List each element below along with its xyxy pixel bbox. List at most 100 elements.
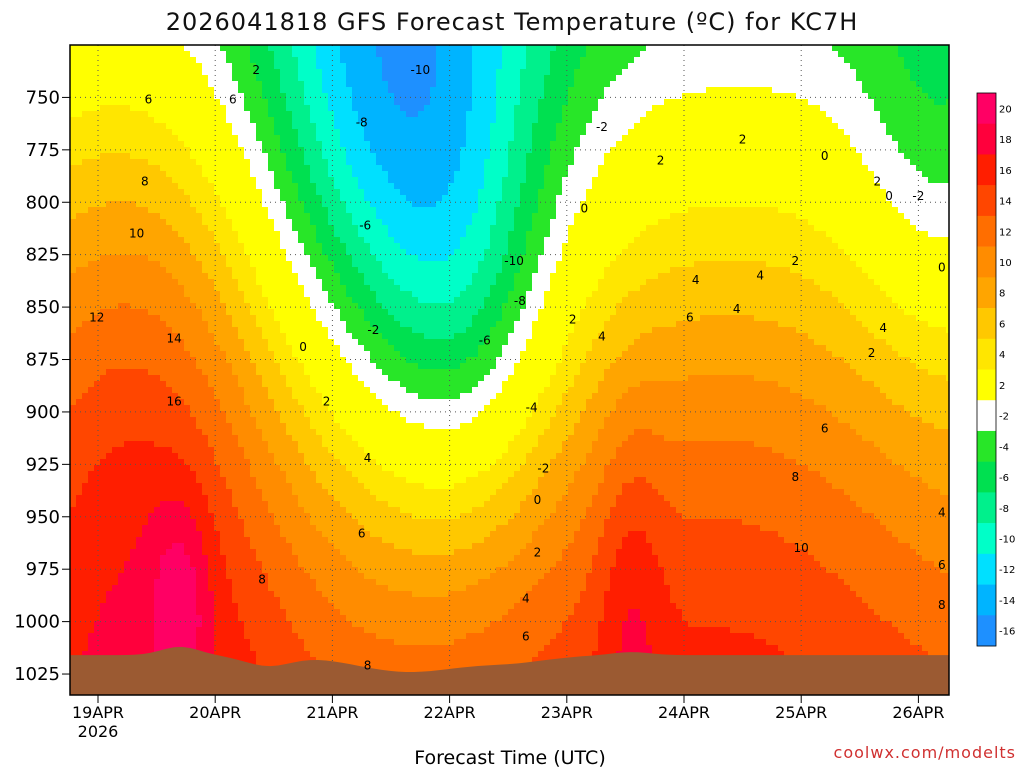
temperature-cell <box>142 309 149 316</box>
temperature-cell <box>100 171 107 178</box>
temperature-cell <box>328 249 335 256</box>
temperature-cell <box>304 423 311 430</box>
temperature-cell <box>184 135 191 142</box>
temperature-cell <box>298 435 305 442</box>
temperature-cell <box>76 237 83 244</box>
temperature-cell <box>322 183 329 190</box>
temperature-cell <box>274 573 281 580</box>
temperature-cell <box>238 291 245 298</box>
temperature-cell <box>82 201 89 208</box>
temperature-cell <box>196 303 203 310</box>
temperature-cell <box>100 219 107 226</box>
temperature-cell <box>322 63 329 70</box>
temperature-cell <box>148 345 155 352</box>
temperature-cell <box>298 75 305 82</box>
temperature-cell <box>202 633 209 640</box>
temperature-cell <box>184 381 191 388</box>
temperature-cell <box>274 237 281 244</box>
temperature-cell <box>166 219 173 226</box>
temperature-cell <box>244 207 251 214</box>
temperature-cell <box>208 387 215 394</box>
temperature-cell <box>220 645 227 652</box>
temperature-cell <box>322 177 329 184</box>
temperature-cell <box>124 225 131 232</box>
temperature-cell <box>160 555 167 562</box>
temperature-cell <box>76 411 83 418</box>
temperature-cell <box>154 285 161 292</box>
temperature-cell <box>256 537 263 544</box>
temperature-cell <box>70 423 77 430</box>
temperature-cell <box>136 573 143 580</box>
temperature-cell <box>256 429 263 436</box>
temperature-cell <box>160 105 167 112</box>
temperature-cell <box>238 45 245 52</box>
temperature-cell <box>274 147 281 154</box>
temperature-cell <box>148 309 155 316</box>
temperature-cell <box>178 591 185 598</box>
temperature-cell <box>172 165 179 172</box>
temperature-cell <box>172 543 179 550</box>
temperature-cell <box>148 147 155 154</box>
temperature-cell <box>208 435 215 442</box>
temperature-cell <box>244 339 251 346</box>
temperature-cell <box>232 375 239 382</box>
temperature-cell <box>232 165 239 172</box>
temperature-cell <box>88 375 95 382</box>
temperature-cell <box>124 387 131 394</box>
temperature-cell <box>130 507 137 514</box>
temperature-cell <box>298 297 305 304</box>
temperature-cell <box>76 429 83 436</box>
temperature-cell <box>106 627 113 634</box>
temperature-cell <box>298 525 305 532</box>
temperature-cell <box>298 543 305 550</box>
temperature-cell <box>286 513 293 520</box>
temperature-cell <box>280 87 287 94</box>
temperature-cell <box>298 279 305 286</box>
temperature-cell <box>100 189 107 196</box>
temperature-cell <box>136 453 143 460</box>
temperature-cell <box>82 465 89 472</box>
temperature-cell <box>184 285 191 292</box>
temperature-cell <box>76 525 83 532</box>
temperature-cell <box>316 195 323 202</box>
temperature-cell <box>118 567 125 574</box>
temperature-cell <box>238 471 245 478</box>
temperature-cell <box>256 153 263 160</box>
temperature-cell <box>154 57 161 64</box>
temperature-cell <box>340 561 347 568</box>
temperature-cell <box>274 381 281 388</box>
temperature-cell <box>196 507 203 514</box>
temperature-cell <box>310 135 317 142</box>
temperature-cell <box>214 501 221 508</box>
temperature-cell <box>292 243 299 250</box>
temperature-cell <box>178 219 185 226</box>
temperature-cell <box>298 651 305 658</box>
temperature-cell <box>202 333 209 340</box>
temperature-cell <box>130 609 137 616</box>
temperature-cell <box>118 627 125 634</box>
temperature-cell <box>118 483 125 490</box>
temperature-cell <box>328 177 335 184</box>
temperature-cell <box>208 99 215 106</box>
temperature-cell <box>166 405 173 412</box>
temperature-cell <box>286 555 293 562</box>
temperature-cell <box>106 147 113 154</box>
temperature-cell <box>316 519 323 526</box>
temperature-cell <box>94 93 101 100</box>
temperature-cell <box>112 117 119 124</box>
temperature-cell <box>256 507 263 514</box>
temperature-cell <box>256 357 263 364</box>
temperature-cell <box>148 411 155 418</box>
temperature-cell <box>202 255 209 262</box>
temperature-cell <box>118 621 125 628</box>
temperature-cell <box>118 201 125 208</box>
temperature-cell <box>106 249 113 256</box>
temperature-cell <box>298 483 305 490</box>
temperature-cell <box>250 153 257 160</box>
temperature-cell <box>274 93 281 100</box>
temperature-cell <box>238 171 245 178</box>
temperature-cell <box>256 87 263 94</box>
temperature-cell <box>250 267 257 274</box>
temperature-cell <box>118 525 125 532</box>
temperature-cell <box>328 285 335 292</box>
